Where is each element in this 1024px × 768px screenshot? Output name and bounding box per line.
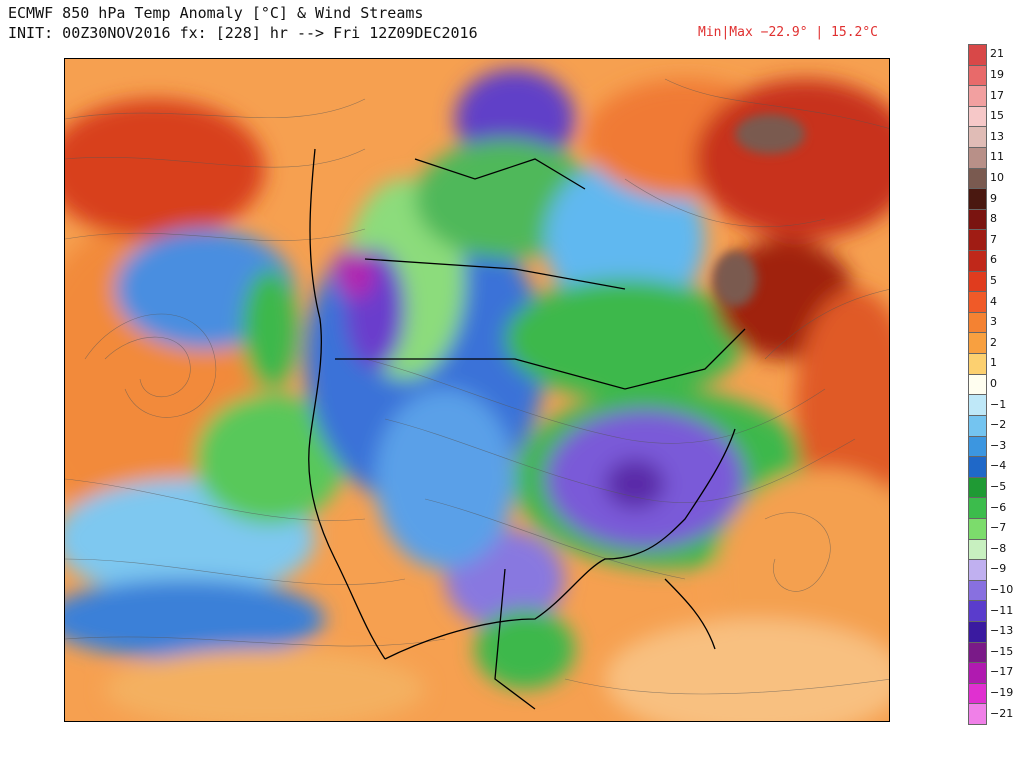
legend-label: 21	[990, 47, 1004, 61]
temperature-anomaly-map[interactable]	[64, 58, 890, 722]
legend-label: 11	[990, 150, 1004, 164]
legend-label: −21	[990, 706, 1014, 720]
legend-label: 13	[990, 129, 1004, 143]
legend-swatch	[968, 620, 987, 643]
legend-swatch	[968, 373, 987, 396]
legend-swatch	[968, 229, 987, 252]
legend-swatch	[968, 105, 987, 128]
legend-swatch	[968, 517, 987, 540]
legend-label: −3	[990, 438, 1007, 452]
legend-label: 3	[990, 315, 997, 329]
legend-label: −9	[990, 562, 1007, 576]
legend-swatch	[968, 64, 987, 87]
legend-swatch	[968, 85, 987, 107]
legend-swatch	[968, 188, 987, 210]
legend-swatch	[968, 394, 987, 416]
warm-maxima	[713, 114, 805, 307]
legend-swatch	[968, 414, 987, 437]
legend-label: −6	[990, 500, 1007, 514]
color-scale-legend: 21 19 17 15 13 11 10 9 8 7 6 5 4 3 2 1 0 −1 −2 −3 −4 −5 −6 −7 −8…	[968, 44, 1018, 725]
legend-swatch	[968, 353, 987, 375]
legend-swatch	[968, 662, 987, 684]
legend-swatch	[968, 456, 987, 478]
legend-label: 6	[990, 253, 997, 267]
legend-label: 10	[990, 170, 1004, 184]
legend-label: 19	[990, 67, 1004, 81]
legend-label: −2	[990, 418, 1007, 432]
legend-swatch	[968, 600, 987, 622]
legend-label: −17	[990, 665, 1014, 679]
legend-swatch	[968, 497, 987, 519]
map-init-valid-time: INIT: 00Z30NOV2016 fx: [228] hr --> Fri …	[8, 24, 478, 42]
legend-label: −15	[990, 644, 1014, 658]
legend-label: 7	[990, 232, 997, 246]
legend-label: 4	[990, 294, 997, 308]
legend-label: −4	[990, 459, 1007, 473]
legend-swatch	[968, 703, 987, 725]
legend-swatch	[968, 641, 987, 664]
legend-label: −19	[990, 686, 1014, 700]
legend-swatch	[968, 579, 987, 602]
legend-swatch	[968, 538, 987, 561]
legend-swatch	[968, 559, 987, 581]
legend-label: −8	[990, 541, 1007, 555]
legend-swatch	[968, 435, 987, 458]
legend-label: −11	[990, 603, 1014, 617]
legend-swatch	[968, 476, 987, 499]
legend-label: 1	[990, 356, 997, 370]
legend-label: 5	[990, 273, 997, 287]
legend-label: −13	[990, 624, 1014, 638]
legend-swatch	[968, 44, 987, 66]
legend-label: 9	[990, 191, 997, 205]
legend-swatch	[968, 291, 987, 313]
legend-swatch	[968, 332, 987, 355]
legend-swatch	[968, 126, 987, 149]
legend-swatch	[968, 167, 987, 190]
legend-label: 0	[990, 377, 997, 390]
legend-swatch	[968, 270, 987, 293]
anomaly-field	[65, 69, 889, 721]
legend-label: −1	[990, 397, 1007, 411]
legend-label: −7	[990, 521, 1007, 535]
legend-label: −5	[990, 480, 1007, 494]
legend-label: 8	[990, 212, 997, 226]
min-max-readout: Min|Max −22.9° | 15.2°C	[698, 25, 879, 40]
legend-label: 15	[990, 109, 1004, 123]
legend-label: 17	[990, 88, 1004, 102]
coastlines-borders	[308, 148, 746, 710]
wind-streamlines	[65, 78, 889, 695]
legend-swatch	[968, 147, 987, 169]
map-canvas	[65, 59, 889, 721]
legend-swatch	[968, 311, 987, 334]
legend-label: 2	[990, 335, 997, 349]
legend-swatch	[968, 250, 987, 272]
map-title: ECMWF 850 hPa Temp Anomaly [°C] & Wind S…	[8, 4, 424, 22]
legend-swatch	[968, 682, 987, 705]
legend-label: −10	[990, 583, 1014, 597]
legend-swatch	[968, 208, 987, 231]
